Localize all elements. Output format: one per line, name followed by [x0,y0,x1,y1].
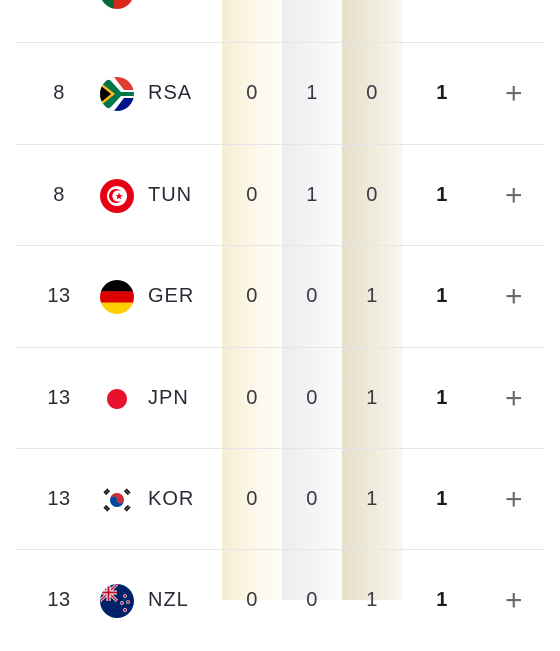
rank-cell: 13 [47,387,71,409]
country-code: RSA [148,82,193,104]
country-code: KOR [148,488,195,510]
silver-count: 0 [306,589,318,611]
total-count: 1 [436,285,448,307]
row-divider [16,245,544,246]
country-code: GER [148,285,195,307]
row-divider [16,549,544,550]
expand-row-button[interactable]: + [504,279,524,313]
row-divider [16,448,544,449]
rank-cell: 13 [47,589,71,611]
bronze-count: 1 [366,285,378,307]
silver-count: 0 [306,387,318,409]
silver-count: 1 [306,82,318,104]
table-row[interactable]: 13 JPN 0 0 1 1 + [0,348,560,449]
silver-count: 0 [306,488,318,510]
bronze-count: 0 [366,82,378,104]
table-row[interactable]: 13 NZL 0 0 1 1 + [0,550,560,651]
expand-row-button[interactable]: + [504,381,524,415]
medal-table: + 8 RSA 0 1 0 1 + 8 [0,0,560,618]
tunisia-flag-icon [100,179,134,213]
expand-row-button[interactable]: + [486,0,542,42]
bronze-count: 1 [366,488,378,510]
japan-flag-icon [100,382,134,416]
country-code: NZL [148,589,189,611]
table-row[interactable]: 13 GER 0 0 1 1 + [0,246,560,347]
expand-row-button[interactable]: + [504,482,524,516]
expand-row-button[interactable]: + [504,583,524,617]
bronze-count: 1 [366,589,378,611]
silver-count: 0 [306,285,318,307]
gold-count: 0 [246,285,258,307]
bronze-count: 0 [366,184,378,206]
rank-cell: 8 [53,184,65,206]
table-row[interactable]: 8 TUN 0 1 0 1 + [0,145,560,246]
silver-column-background [282,0,342,600]
bronze-count: 1 [366,387,378,409]
row-divider [16,144,544,145]
expand-row-button[interactable]: + [504,178,524,212]
total-count: 1 [436,488,448,510]
gold-count: 0 [246,82,258,104]
country-code: TUN [148,184,193,206]
table-row-partial: + [0,0,560,42]
korea-flag-icon [100,483,134,517]
rank-cell: 13 [47,488,71,510]
total-count: 1 [436,589,448,611]
new-zealand-flag-icon [100,584,134,618]
germany-flag-icon [100,280,134,314]
portugal-flag-icon [100,0,134,9]
gold-column-background [222,0,282,600]
country-code: JPN [148,387,189,409]
gold-count: 0 [246,589,258,611]
table-row[interactable]: 13 KOR 0 0 1 1 + [0,449,560,550]
bronze-column-background [342,0,402,600]
gold-count: 0 [246,488,258,510]
row-divider [16,347,544,348]
total-count: 1 [436,184,448,206]
rank-cell: 8 [53,82,65,104]
total-count: 1 [436,387,448,409]
gold-count: 0 [246,387,258,409]
south-africa-flag-icon [100,77,134,111]
silver-count: 1 [306,184,318,206]
expand-row-button[interactable]: + [504,76,524,110]
rank-cell: 13 [47,285,71,307]
gold-count: 0 [246,184,258,206]
total-count: 1 [436,82,448,104]
table-row[interactable]: 8 RSA 0 1 0 1 + [0,43,560,144]
row-divider [16,42,544,43]
